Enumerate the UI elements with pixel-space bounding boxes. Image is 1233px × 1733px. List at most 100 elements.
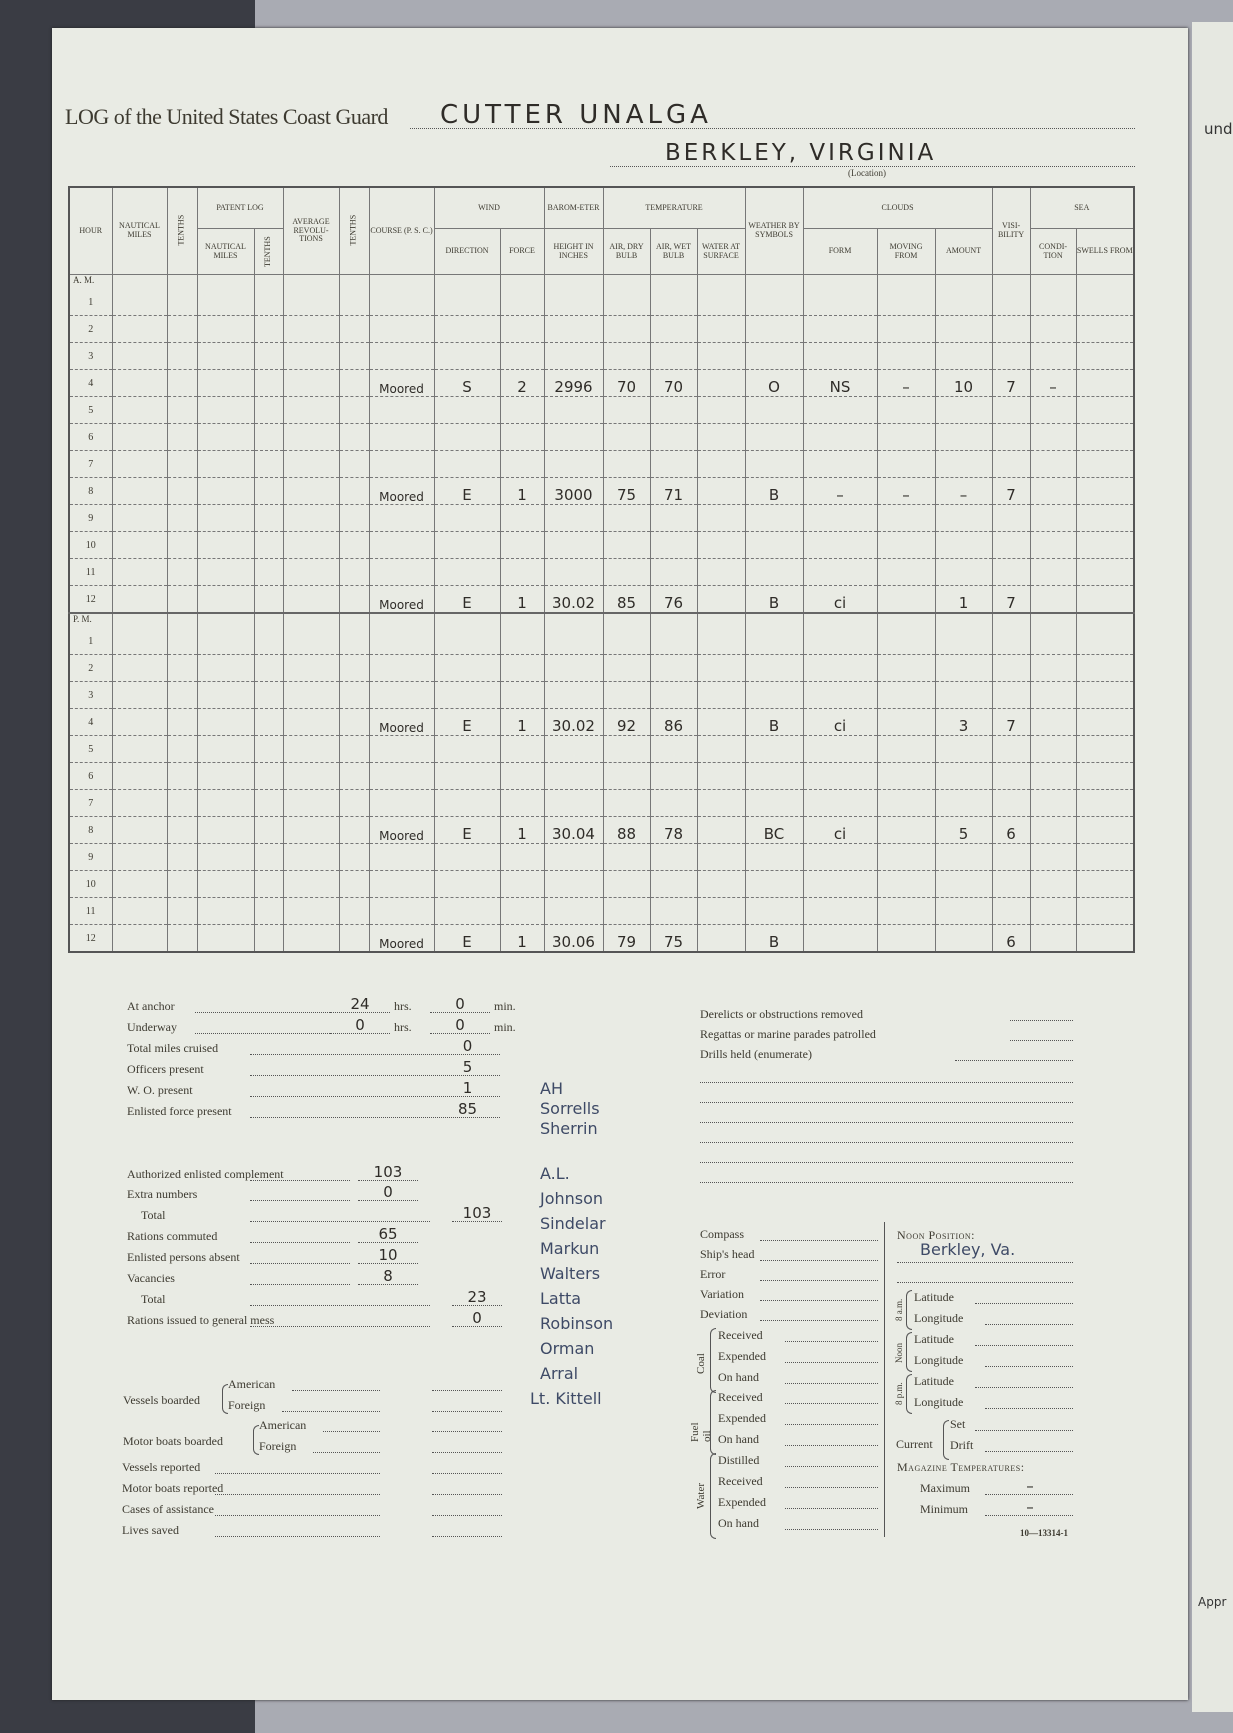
fill-line[interactable] <box>432 1473 502 1474</box>
drills-line[interactable] <box>700 1122 1073 1123</box>
fill-line[interactable] <box>955 1060 1073 1061</box>
fill-line[interactable] <box>250 1284 350 1285</box>
fill-line[interactable] <box>897 1282 1073 1283</box>
fill-line[interactable] <box>985 1451 1073 1452</box>
fill-line[interactable] <box>975 1303 1073 1304</box>
fill-line[interactable] <box>785 1424 878 1425</box>
fill-line[interactable] <box>432 1390 502 1391</box>
fill-line[interactable] <box>785 1529 878 1530</box>
cell-moving <box>876 708 936 736</box>
fill-line[interactable] <box>432 1536 502 1537</box>
fill-line[interactable] <box>975 1387 1073 1388</box>
fill-line[interactable] <box>760 1280 878 1281</box>
cell-plt <box>253 870 284 898</box>
fill-line[interactable] <box>313 1452 380 1453</box>
fill-line[interactable] <box>760 1260 878 1261</box>
fill-line[interactable] <box>358 1180 418 1181</box>
fill-line[interactable] <box>250 1096 450 1097</box>
fill-line[interactable] <box>432 1452 502 1453</box>
fill-line[interactable] <box>250 1221 430 1222</box>
fill-line[interactable] <box>785 1341 878 1342</box>
cell-t2 <box>338 289 370 316</box>
fill-line[interactable] <box>785 1403 878 1404</box>
fill-line[interactable] <box>985 1515 1073 1516</box>
fill-line[interactable] <box>985 1494 1073 1495</box>
cell-force <box>499 843 545 871</box>
cell-form <box>802 762 878 790</box>
fill-line[interactable] <box>785 1466 878 1467</box>
fill-line[interactable] <box>358 1242 418 1243</box>
cell-direction: E <box>433 477 501 505</box>
cell-water <box>696 870 746 898</box>
cell-amount <box>934 558 993 586</box>
cell-water <box>696 789 746 817</box>
fill-line[interactable] <box>975 1345 1073 1346</box>
fill-line[interactable] <box>250 1242 350 1243</box>
fill-line[interactable] <box>358 1200 418 1201</box>
fill-line[interactable] <box>1010 1020 1073 1021</box>
drills-line[interactable] <box>700 1142 1073 1143</box>
fill-line[interactable] <box>250 1263 350 1264</box>
fill-line[interactable] <box>330 1033 390 1034</box>
cell-course <box>368 843 435 871</box>
fill-line[interactable] <box>785 1445 878 1446</box>
fill-line[interactable] <box>358 1263 418 1264</box>
fill-line[interactable] <box>432 1411 502 1412</box>
fill-line[interactable] <box>330 1012 390 1013</box>
extra-value: 0 <box>383 1183 393 1201</box>
fill-line[interactable] <box>435 1075 500 1076</box>
drills-line[interactable] <box>700 1102 1073 1103</box>
fill-line[interactable] <box>452 1305 502 1306</box>
fill-line[interactable] <box>435 1054 500 1055</box>
cell-amount <box>934 762 993 790</box>
fill-line[interactable] <box>215 1494 380 1495</box>
drills-line[interactable] <box>700 1082 1073 1083</box>
fill-line[interactable] <box>250 1326 430 1327</box>
fill-line[interactable] <box>760 1300 878 1301</box>
fill-line[interactable] <box>785 1362 878 1363</box>
table-row: 1 <box>68 289 1135 316</box>
fill-line[interactable] <box>292 1390 380 1391</box>
fill-line[interactable] <box>760 1240 878 1241</box>
fill-line[interactable] <box>358 1284 418 1285</box>
fill-line[interactable] <box>452 1221 502 1222</box>
fill-line[interactable] <box>250 1305 430 1306</box>
cell-pln <box>196 789 255 817</box>
drills-line[interactable] <box>700 1182 1073 1183</box>
fill-line[interactable] <box>975 1430 1073 1431</box>
fill-line[interactable] <box>250 1180 350 1181</box>
fill-line[interactable] <box>432 1515 502 1516</box>
fill-line[interactable] <box>785 1508 878 1509</box>
crew-name: Lt. Kittell <box>530 1389 602 1408</box>
fill-line[interactable] <box>430 1033 490 1034</box>
fill-line[interactable] <box>1010 1040 1073 1041</box>
cell-swells <box>1075 628 1135 655</box>
cell-amount <box>934 789 993 817</box>
fill-line[interactable] <box>250 1117 450 1118</box>
fill-line[interactable] <box>250 1200 350 1201</box>
fill-line[interactable] <box>785 1383 878 1384</box>
fill-line[interactable] <box>195 1012 380 1013</box>
fill-line[interactable] <box>250 1054 450 1055</box>
fill-line[interactable] <box>215 1536 380 1537</box>
fill-line[interactable] <box>282 1411 380 1412</box>
fill-line[interactable] <box>985 1366 1073 1367</box>
fill-line[interactable] <box>435 1096 500 1097</box>
fill-line[interactable] <box>250 1075 450 1076</box>
fill-line[interactable] <box>215 1515 380 1516</box>
fill-line[interactable] <box>432 1431 502 1432</box>
coal-brace-icon <box>710 1328 716 1393</box>
drills-line[interactable] <box>700 1162 1073 1163</box>
fill-line[interactable] <box>195 1033 380 1034</box>
fill-line[interactable] <box>215 1473 380 1474</box>
fill-line[interactable] <box>897 1262 1073 1263</box>
fill-line[interactable] <box>452 1326 502 1327</box>
fill-line[interactable] <box>760 1320 878 1321</box>
fill-line[interactable] <box>985 1324 1073 1325</box>
fill-line[interactable] <box>432 1494 502 1495</box>
fill-line[interactable] <box>985 1408 1073 1409</box>
fill-line[interactable] <box>435 1117 500 1118</box>
fill-line[interactable] <box>323 1431 380 1432</box>
fill-line[interactable] <box>430 1012 490 1013</box>
fill-line[interactable] <box>785 1487 878 1488</box>
